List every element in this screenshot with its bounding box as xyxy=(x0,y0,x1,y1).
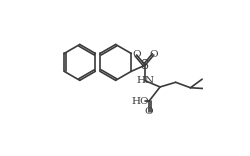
Text: HO: HO xyxy=(132,97,149,105)
Text: O: O xyxy=(132,51,141,59)
Text: S: S xyxy=(141,59,149,72)
Text: HN: HN xyxy=(136,76,154,85)
Text: O: O xyxy=(145,107,154,116)
Text: O: O xyxy=(150,51,158,59)
